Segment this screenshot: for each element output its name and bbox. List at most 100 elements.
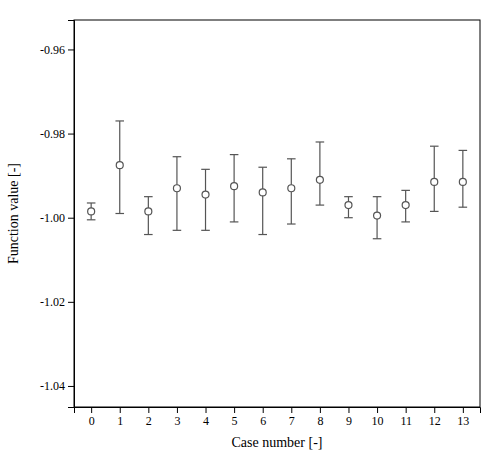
- y-tick: -0.96: [40, 43, 74, 57]
- y-tick-mark: [68, 386, 74, 387]
- x-tick-label: 7: [289, 414, 295, 428]
- x-tick: 6: [260, 407, 266, 428]
- marks: [87, 121, 467, 239]
- x-tick-mark: [91, 407, 92, 413]
- x-tick: 0: [89, 407, 95, 428]
- error-bar-line: [148, 197, 149, 235]
- x-tick: 9: [346, 407, 352, 428]
- x-tick-mark: [148, 407, 149, 413]
- error-bar-cap-top: [344, 196, 353, 197]
- point: [288, 185, 295, 192]
- error-bar-cap-top: [115, 120, 124, 121]
- point: [402, 202, 409, 209]
- x-tick-mark: [377, 407, 378, 413]
- point: [116, 162, 123, 169]
- y-axis-line: [68, 21, 75, 408]
- y-tick: -0.98: [40, 127, 74, 141]
- x-tick-label: 0: [89, 414, 95, 428]
- x-tick: 4: [203, 407, 209, 428]
- error-bar-cap-top: [401, 190, 410, 191]
- point: [374, 212, 381, 219]
- error-bar: [287, 159, 296, 224]
- error-bar: [230, 155, 239, 222]
- point: [173, 185, 180, 192]
- x-tick-label: 3: [174, 414, 180, 428]
- x-tick-mark: [320, 407, 321, 413]
- x-tick-label: 6: [260, 414, 266, 428]
- error-bar-cap-bottom: [287, 223, 296, 224]
- error-bar-cap-bottom: [401, 221, 410, 222]
- error-bar-cap-top: [430, 146, 439, 147]
- error-bar-cap-bottom: [430, 211, 439, 212]
- error-bar-line: [176, 157, 177, 231]
- y-tick-mark: [68, 218, 74, 219]
- x-tick: 3: [174, 407, 180, 428]
- x-tick: 1: [117, 407, 123, 428]
- error-bar-line: [262, 167, 263, 234]
- x-tick-mark: [291, 407, 292, 413]
- error-bar-cap-bottom: [144, 234, 153, 235]
- x-tick-mark: [234, 407, 235, 413]
- y-tick-label: -0.98: [40, 127, 65, 141]
- error-bar-cap-bottom: [344, 217, 353, 218]
- x-tick-label: 9: [346, 414, 352, 428]
- error-bar: [344, 197, 353, 218]
- error-bar-cap-top: [373, 196, 382, 197]
- error-bar: [144, 197, 153, 235]
- x-tick: 7: [289, 407, 295, 428]
- plot-frame: [74, 20, 480, 407]
- error-bar-cap-bottom: [173, 230, 182, 231]
- x-tick-label: 4: [203, 414, 209, 428]
- error-bar-cap-top: [201, 169, 210, 170]
- error-bar-line: [205, 169, 206, 230]
- x-tick: 5: [232, 407, 238, 428]
- x-tick-mark: [206, 407, 207, 413]
- y-axis: -1.04 -1.02 -1.00 -0.98 -0.96: [40, 21, 75, 408]
- y-tick-mark: [68, 49, 74, 50]
- x-tick-mark: [348, 407, 349, 413]
- x-tick: 2: [146, 407, 152, 428]
- x-tick: 10: [372, 407, 384, 428]
- point: [231, 183, 238, 190]
- y-tick-mark: [68, 134, 74, 135]
- point: [88, 208, 95, 215]
- error-bar-cap-bottom: [316, 204, 325, 205]
- y-tick-label: -1.04: [40, 379, 65, 393]
- y-tick-label: -0.96: [40, 43, 65, 57]
- error-bar-cap-top: [459, 150, 468, 151]
- y-tick-mark: [68, 302, 74, 303]
- error-bar: [87, 203, 96, 220]
- x-tick-mark: [406, 407, 407, 413]
- x-tick-label: 11: [400, 414, 412, 428]
- error-bar: [459, 150, 468, 207]
- x-tick-mark: [263, 407, 264, 413]
- x-tick-label: 2: [146, 414, 152, 428]
- error-bar-cap-bottom: [258, 234, 267, 235]
- error-bar-cap-top: [287, 158, 296, 159]
- x-tick-mark: [434, 407, 435, 413]
- error-bar: [201, 169, 210, 230]
- error-bar-cap-top: [230, 154, 239, 155]
- x-tick: 12: [429, 407, 441, 428]
- x-axis-title: Case number [-]: [232, 435, 323, 450]
- point: [459, 178, 466, 185]
- error-bar: [258, 167, 267, 234]
- error-bar-cap-top: [258, 167, 267, 168]
- error-bar-cap-bottom: [459, 207, 468, 208]
- x-axis-line: [75, 408, 481, 414]
- chart: 012345678910111213-1.04-1.02-1.00-0.98-0…: [0, 0, 500, 459]
- point: [345, 202, 352, 209]
- y-tick: -1.00: [40, 211, 74, 225]
- error-bar: [430, 146, 439, 211]
- point: [145, 208, 152, 215]
- error-bar-cap-bottom: [115, 213, 124, 214]
- error-bar: [401, 190, 410, 222]
- x-tick: 13: [457, 407, 469, 428]
- plot: 012345678910111213-1.04-1.02-1.00-0.98-0…: [40, 20, 481, 428]
- x-tick-label: 8: [317, 414, 323, 428]
- y-axis-title: Function value [-]: [6, 163, 21, 264]
- y-tick: -1.02: [40, 295, 74, 309]
- x-tick-mark: [177, 407, 178, 413]
- x-tick: 11: [400, 407, 412, 428]
- x-tick-label: 1: [117, 414, 123, 428]
